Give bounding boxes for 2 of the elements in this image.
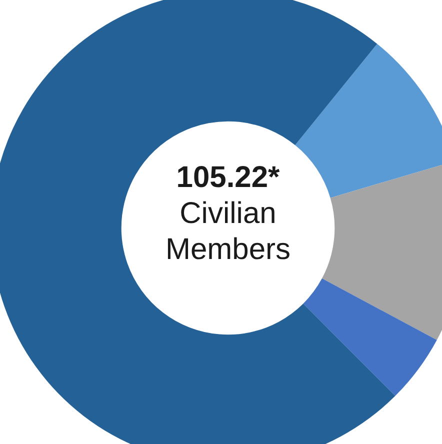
text: Civilian Members — [164, 196, 292, 268]
text: 105.22* — [175, 160, 281, 196]
